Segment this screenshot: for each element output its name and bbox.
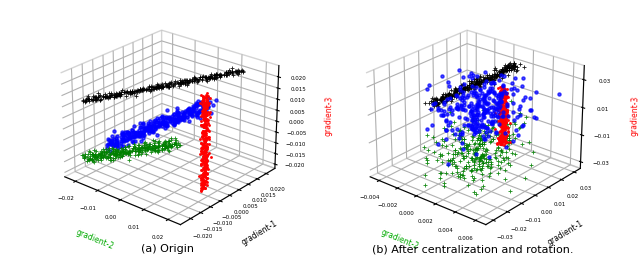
Title: (a) Origin: (a) Origin <box>141 244 194 254</box>
Y-axis label: gradient-1: gradient-1 <box>240 219 279 247</box>
Title: (b) After centralization and rotation.: (b) After centralization and rotation. <box>372 244 573 254</box>
X-axis label: gradient-2: gradient-2 <box>380 228 420 252</box>
Y-axis label: gradient-1: gradient-1 <box>546 219 585 247</box>
X-axis label: gradient-2: gradient-2 <box>74 228 115 252</box>
